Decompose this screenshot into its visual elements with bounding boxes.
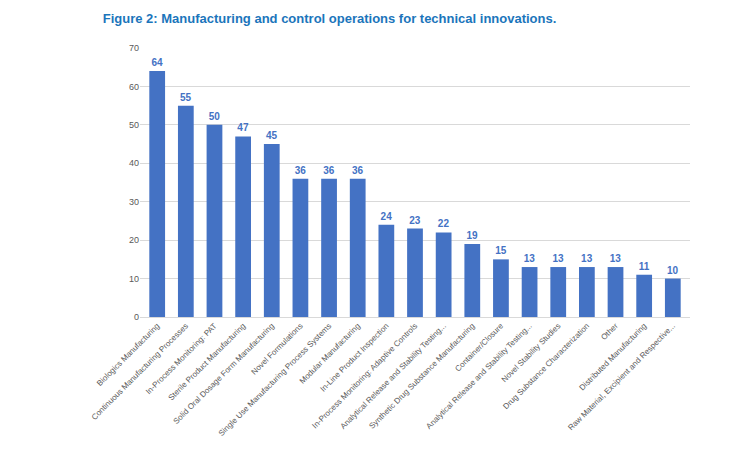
svg-text:Figure 2: Manufacturing and co: Figure 2: Manufacturing and control oper… (103, 11, 557, 26)
svg-text:15: 15 (495, 245, 507, 256)
svg-text:0: 0 (134, 312, 139, 322)
svg-text:Biologics Manufacturing: Biologics Manufacturing (95, 321, 161, 387)
svg-text:40: 40 (129, 158, 139, 168)
svg-text:47: 47 (237, 122, 249, 133)
svg-text:64: 64 (151, 57, 163, 68)
svg-text:50: 50 (129, 120, 139, 130)
svg-text:Analytical Release and Stabili: Analytical Release and Stability Testing… (424, 321, 533, 430)
svg-text:Modular Manufacturing: Modular Manufacturing (298, 321, 362, 385)
svg-text:36: 36 (323, 165, 335, 176)
svg-text:36: 36 (295, 165, 307, 176)
svg-text:Sterile Product Manufacturing: Sterile Product Manufacturing (166, 321, 247, 402)
svg-text:Novel Stability Studies: Novel Stability Studies (500, 321, 563, 384)
svg-text:22: 22 (438, 218, 450, 229)
svg-text:In-Line Product Inspection: In-Line Product Inspection (319, 321, 391, 393)
svg-text:Distributed Manufacturing: Distributed Manufacturing (578, 321, 649, 392)
svg-text:Single Use Manufacturing Proce: Single Use Manufacturing Process Systems (217, 321, 333, 437)
svg-text:Novel Formulations: Novel Formulations (250, 321, 305, 376)
svg-text:50: 50 (209, 111, 221, 122)
svg-text:20: 20 (129, 235, 139, 245)
svg-text:70: 70 (129, 43, 139, 53)
svg-text:Raw Material, Excipient and Re: Raw Material, Excipient and Respective..… (566, 321, 677, 432)
svg-text:Synthetic Drug Substance Manuf: Synthetic Drug Substance Manufacturing (367, 321, 476, 430)
svg-text:19: 19 (467, 230, 479, 241)
svg-text:13: 13 (581, 253, 593, 264)
svg-text:23: 23 (409, 215, 421, 226)
svg-text:13: 13 (552, 253, 564, 264)
svg-text:Analytical Release and Stabili: Analytical Release and Stability Testing… (338, 321, 447, 430)
svg-text:Continuous Manufacturing Proce: Continuous Manufacturing Processes (90, 321, 190, 421)
svg-text:In-Process Monitoring: Adaptiv: In-Process Monitoring: Adaptive Controls (310, 321, 419, 430)
svg-text:60: 60 (129, 82, 139, 92)
svg-text:Container/Closure: Container/Closure (453, 321, 505, 373)
svg-text:30: 30 (129, 197, 139, 207)
svg-text:Solid Oral Dosage Form Manufac: Solid Oral Dosage Form Manufacturing (172, 321, 276, 425)
svg-text:11: 11 (639, 261, 650, 272)
svg-text:55: 55 (180, 92, 192, 103)
svg-text:45: 45 (266, 130, 278, 141)
svg-text:10: 10 (667, 265, 679, 276)
svg-text:24: 24 (381, 211, 393, 222)
svg-text:Other: Other (599, 321, 620, 342)
svg-text:13: 13 (610, 253, 622, 264)
svg-text:In-Process Monitoring: PAT: In-Process Monitoring: PAT (144, 321, 219, 396)
svg-text:36: 36 (352, 165, 364, 176)
svg-text:Drug Substance Characterizatio: Drug Substance Characterization (501, 321, 591, 411)
svg-text:13: 13 (524, 253, 536, 264)
svg-text:10: 10 (129, 274, 139, 284)
